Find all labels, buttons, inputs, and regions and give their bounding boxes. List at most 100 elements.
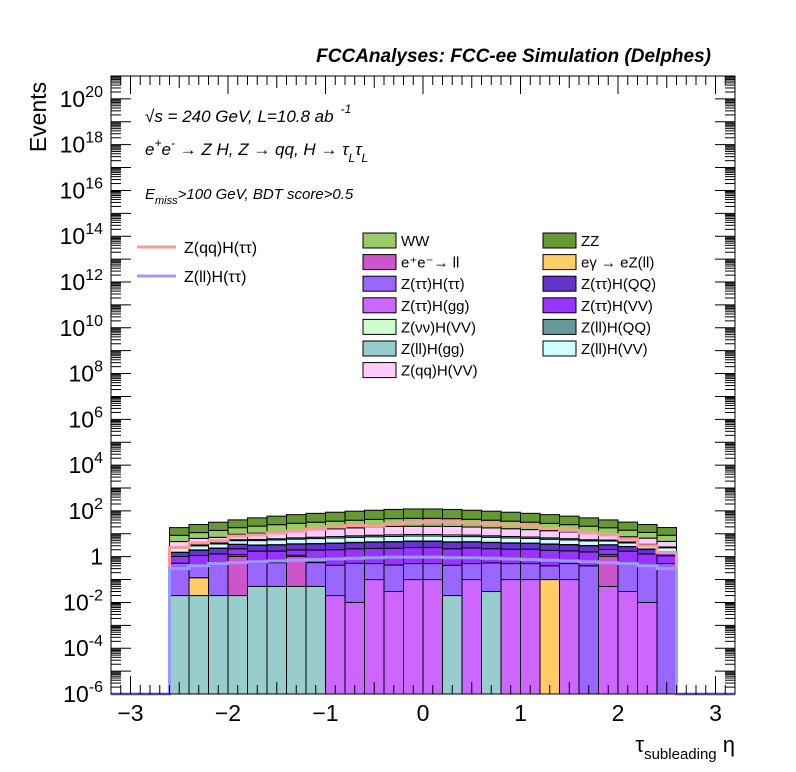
- legend: Z(qq)H(ττ) Z(ll)H(ττ) WW ZZ e⁺e⁻→ ll eγ → eZ(…: [137, 232, 656, 380]
- bar-zz: [344, 510, 365, 521]
- bar-z-tautau-h-vv: [481, 548, 502, 564]
- bar-z-tautau-h-tautau: [208, 562, 229, 597]
- bar-z-ll-h-gg: [169, 595, 190, 695]
- bar-z-tautau-h-vv: [461, 547, 482, 565]
- legend-label: Z(ll)H(ττ): [184, 269, 246, 286]
- bar-z-ll-h-gg: [305, 585, 326, 695]
- bar-zz: [325, 511, 346, 522]
- bar-z-qq-h-vv: [325, 528, 346, 538]
- legend-item-z-tautau-h-tautau: Z(ττ)H(ττ): [362, 275, 465, 293]
- bar-z-tautau-h-qq: [208, 547, 229, 555]
- bar-z-tautau-h-qq: [617, 546, 638, 552]
- bar-z-tautau-h-tautau: [578, 565, 599, 695]
- bar-ww: [227, 527, 248, 535]
- bar-z-tautau-h-gg: [598, 585, 619, 695]
- bar-z-qq-h-vv: [559, 531, 580, 540]
- bar-z-tautau-h-tautau: [617, 562, 638, 593]
- legend-item-z-tautau-h-qq: Z(ττ)H(QQ): [542, 275, 656, 293]
- bar-z-tautau-h-vv: [188, 555, 209, 566]
- bar-zz: [247, 517, 268, 527]
- bar-z-tautau-h-qq: [539, 543, 560, 551]
- bar-z-tautau-h-gg: [637, 601, 658, 695]
- bar-z-tautau-h-qq: [578, 545, 599, 553]
- bar-z-qq-h-vv: [520, 529, 541, 538]
- legend-label: Z(qq)H(VV): [401, 363, 478, 380]
- bar-z-qq-h-vv: [442, 525, 463, 536]
- legend-label: Z(ττ)H(ττ): [401, 276, 465, 293]
- bar-z-tautau-h-tautau: [461, 563, 482, 581]
- bar-zz: [559, 515, 580, 526]
- bar-z-tautau-h-gg: [461, 579, 482, 695]
- bar-z-tautau-h-qq: [169, 552, 190, 557]
- bar-z-qq-h-vv: [305, 529, 326, 538]
- bar-zz: [461, 509, 482, 520]
- bar-z-tautau-h-qq: [559, 544, 580, 552]
- bar-z-tautau-h-gg: [500, 579, 521, 695]
- legend-item-z-qq-h-tautau: Z(qq)H(ττ): [137, 240, 257, 257]
- y-tick-label: 1020: [60, 84, 103, 112]
- bar-z-ll-h-gg: [481, 591, 502, 695]
- bar-z-tautau-h-vv: [422, 547, 443, 565]
- bar-zz: [598, 519, 619, 529]
- x-axis-label: τsubleading η: [635, 732, 735, 763]
- y-tick-label: 1016: [60, 175, 103, 203]
- x-tick-label: 3: [709, 700, 722, 726]
- bar-z-ll-h-vv: [559, 539, 580, 546]
- bar-z-ll-h-vv: [598, 540, 619, 546]
- y-tick-label: 10-6: [63, 679, 103, 707]
- bar-z-ll-h-gg: [286, 585, 307, 695]
- legend-swatch: [542, 254, 577, 271]
- bar-epluseminusto-ll: [598, 555, 619, 587]
- bar-zz: [383, 508, 404, 520]
- bar-ww: [637, 531, 658, 539]
- bar-z-tautau-h-gg: [403, 579, 424, 695]
- bar-z-ll-h-vv: [461, 536, 482, 543]
- bar-zz: [539, 514, 560, 524]
- bar-z-tautau-h-qq: [637, 548, 658, 555]
- bar-z-tautau-h-qq: [520, 542, 541, 550]
- chart-title: FCCAnalyses: FCC-ee Simulation (Delphes): [316, 46, 711, 67]
- bar-ww: [266, 524, 287, 533]
- bar-z-tautau-h-vv: [364, 547, 385, 565]
- legend-swatch: [542, 318, 577, 335]
- bar-z-tautau-h-gg: [383, 591, 404, 695]
- bar-z-tautau-h-tautau: [442, 564, 463, 597]
- bar-zz: [617, 521, 638, 531]
- bar-z-qq-h-vv: [461, 526, 482, 536]
- bar-z-tautau-h-vv: [227, 548, 248, 556]
- legend-swatch: [362, 254, 397, 271]
- bar-z-tautau-h-qq: [422, 540, 443, 549]
- bar-z-ll-h-vv: [247, 540, 268, 546]
- legend-label: Z(ll)H(QQ): [581, 319, 651, 336]
- bar-z-ll-h-vv: [227, 540, 248, 545]
- bar-z-tautau-h-tautau: [383, 564, 404, 593]
- legend-swatch: [362, 275, 397, 292]
- bar-zz: [208, 521, 229, 531]
- x-tick-label: −1: [312, 700, 338, 726]
- bar-z-tautau-h-tautau: [637, 565, 658, 603]
- y-axis-label: Events: [25, 82, 51, 152]
- bar-z-ll-h-vv: [325, 537, 346, 544]
- y-tick-label: 1014: [60, 221, 103, 249]
- legend-swatch: [362, 318, 397, 335]
- y-tick-label: 1012: [60, 267, 103, 295]
- legend-label: Z(ll)H(VV): [581, 341, 648, 358]
- legend-item-z-ll-h-vv: Z(ll)H(VV): [542, 340, 648, 358]
- bar-z-tautau-h-vv: [169, 555, 190, 564]
- legend-label: ZZ: [581, 233, 599, 250]
- bar-ww: [286, 522, 307, 532]
- legend-label: eγ → eZ(ll): [581, 255, 654, 272]
- bar-zz: [169, 527, 190, 536]
- bar-zz: [305, 512, 326, 523]
- bar-z-ll-h-vv: [364, 536, 385, 543]
- legend-item-z-ll-h-tautau: Z(ll)H(ττ): [137, 269, 246, 286]
- bar-z-ll-h-gg: [442, 595, 463, 695]
- legend-item-ww: WW: [362, 232, 430, 250]
- bar-zz: [286, 514, 307, 524]
- bar-z-tautau-h-tautau: [520, 563, 541, 581]
- bar-zz: [364, 509, 385, 520]
- bar-z-tautau-h-vv: [208, 553, 229, 564]
- y-tick-label: 10-4: [63, 633, 103, 661]
- bar-z-qq-h-vv: [500, 528, 521, 537]
